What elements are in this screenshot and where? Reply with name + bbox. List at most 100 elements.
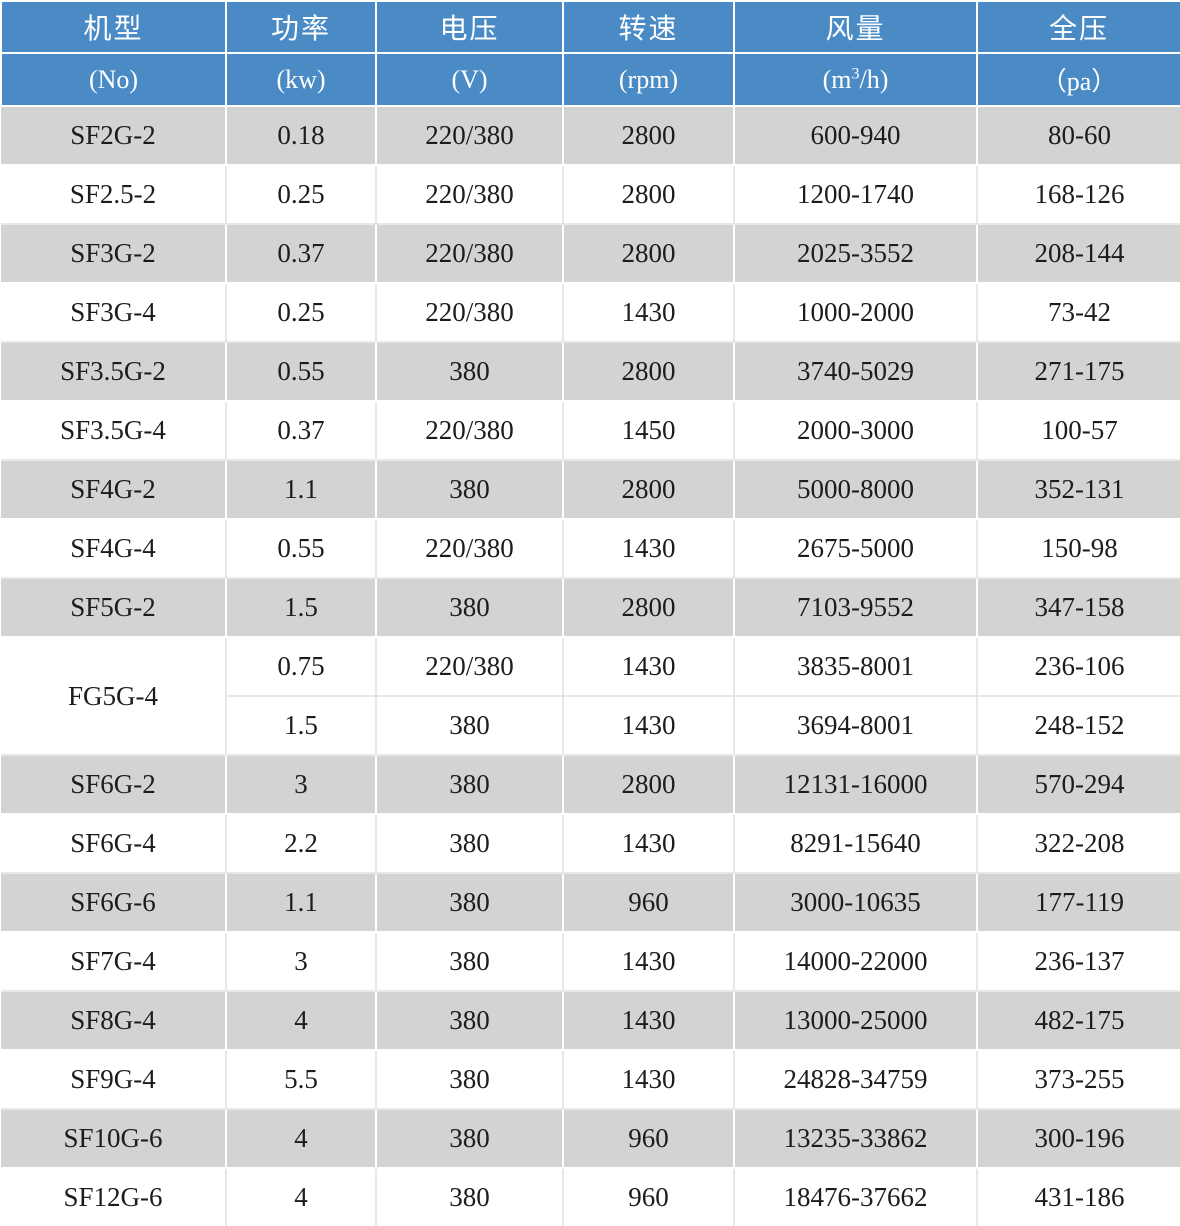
cell-model: SF5G-2	[1, 578, 227, 638]
cell-airflow: 14000-22000	[734, 932, 978, 992]
header-row-unit: (No) (kw) (V) (rpm) (m3/h) （pa）	[0, 52, 1180, 107]
cell-model: SF2G-2	[1, 106, 227, 166]
column-header-model: 机型	[0, 0, 227, 54]
cell-power: 1.1	[226, 873, 377, 933]
table-row: SF2G-2 0.18 220/380 2800 600-940 80-60	[1, 106, 1180, 166]
table-header: 机型 功率 电压 转速 风量 全压 (No) (kw) (V) (rpm) (m…	[0, 0, 1180, 107]
cell-voltage: 380	[376, 342, 564, 402]
cell-voltage: 220/380	[376, 165, 564, 225]
cell-model: SF2.5-2	[1, 165, 227, 225]
cell-pressure: 482-175	[977, 991, 1180, 1051]
table-row: FG5G-4 0.75 220/380 1430 3835-8001 236-106	[1, 637, 1180, 756]
cell-model: SF9G-4	[1, 1050, 227, 1110]
cell-pressure: 73-42	[977, 283, 1180, 343]
cell-airflow: 3835-8001	[734, 637, 978, 697]
cell-model: SF4G-4	[1, 519, 227, 579]
cell-airflow: 7103-9552	[734, 578, 978, 638]
cell-airflow: 1200-1740	[734, 165, 978, 225]
cell-voltage: 220/380	[376, 637, 564, 697]
cell-airflow: 3000-10635	[734, 873, 978, 933]
cell-speed: 1430	[563, 519, 735, 579]
cell-power: 1.1	[226, 460, 377, 520]
table-row: SF3G-4 0.25 220/380 1430 1000-2000 73-42	[1, 283, 1180, 343]
cell-power: 1.5	[226, 578, 377, 638]
cell-voltage: 380	[376, 991, 564, 1051]
column-unit-voltage: (V)	[375, 52, 564, 107]
cell-power: 4	[226, 1168, 377, 1226]
cell-model: SF3.5G-2	[1, 342, 227, 402]
cell-voltage: 380	[376, 696, 564, 756]
cell-pressure: 248-152	[977, 696, 1180, 756]
cell-pressure: 177-119	[977, 873, 1180, 933]
cell-power: 4	[226, 991, 377, 1051]
cell-voltage: 380	[376, 578, 564, 638]
cell-model: SF8G-4	[1, 991, 227, 1051]
cell-power: 0.55	[226, 342, 377, 402]
cell-power: 0.55	[226, 519, 377, 579]
cell-airflow: 1000-2000	[734, 283, 978, 343]
cell-power: 3	[226, 932, 377, 992]
cell-speed: 1430	[563, 283, 735, 343]
cell-pressure: 236-106	[977, 637, 1180, 697]
cell-model: SF10G-6	[1, 1109, 227, 1169]
table-row: SF2.5-2 0.25 220/380 2800 1200-1740 168-126	[1, 165, 1180, 225]
cell-airflow: 600-940	[734, 106, 978, 166]
cell-power: 0.25	[226, 283, 377, 343]
cell-speed: 1430	[563, 991, 735, 1051]
cell-voltage: 220/380	[376, 283, 564, 343]
cell-power: 0.37	[226, 401, 377, 461]
column-header-airflow: 风量	[733, 0, 978, 54]
cell-model: SF3.5G-4	[1, 401, 227, 461]
cell-pressure: 80-60	[977, 106, 1180, 166]
column-unit-power: (kw)	[225, 52, 377, 107]
cell-speed: 2800	[563, 165, 735, 225]
airflow-unit-superscript: 3	[851, 64, 860, 82]
cell-voltage: 380	[376, 873, 564, 933]
cell-pressure: 236-137	[977, 932, 1180, 992]
cell-power: 0.75	[226, 637, 377, 697]
cell-speed: 1430	[563, 637, 735, 697]
cell-power: 0.18	[226, 106, 377, 166]
cell-power: 0.37	[226, 224, 377, 284]
cell-airflow: 13235-33862	[734, 1109, 978, 1169]
cell-model: SF6G-2	[1, 755, 227, 815]
table-row: SF6G-4 2.2 380 1430 8291-15640 322-208	[1, 814, 1180, 874]
cell-speed: 1430	[563, 932, 735, 992]
cell-voltage: 380	[376, 814, 564, 874]
cell-speed: 2800	[563, 224, 735, 284]
cell-speed: 1430	[563, 696, 735, 756]
cell-voltage: 380	[376, 460, 564, 520]
cell-power: 0.25	[226, 165, 377, 225]
cell-speed: 960	[563, 1109, 735, 1169]
cell-power: 1.5	[226, 696, 377, 756]
table-row: SF3G-2 0.37 220/380 2800 2025-3552 208-144	[1, 224, 1180, 284]
cell-model: SF3G-2	[1, 224, 227, 284]
cell-voltage: 380	[376, 1050, 564, 1110]
cell-airflow: 3740-5029	[734, 342, 978, 402]
cell-speed: 2800	[563, 578, 735, 638]
cell-voltage: 220/380	[376, 224, 564, 284]
table-row: SF3.5G-4 0.37 220/380 1450 2000-3000 100-57	[1, 401, 1180, 461]
cell-speed: 2800	[563, 106, 735, 166]
cell-airflow: 2025-3552	[734, 224, 978, 284]
column-header-power: 功率	[225, 0, 377, 54]
cell-power: 4	[226, 1109, 377, 1169]
cell-airflow: 8291-15640	[734, 814, 978, 874]
cell-pressure: 570-294	[977, 755, 1180, 815]
cell-voltage: 380	[376, 755, 564, 815]
cell-airflow: 12131-16000	[734, 755, 978, 815]
cell-airflow: 2675-5000	[734, 519, 978, 579]
cell-speed: 960	[563, 1168, 735, 1226]
cell-power: 3	[226, 755, 377, 815]
table-row: SF8G-4 4 380 1430 13000-25000 482-175	[1, 991, 1180, 1051]
cell-pressure: 150-98	[977, 519, 1180, 579]
column-unit-model: (No)	[0, 52, 227, 107]
cell-speed: 2800	[563, 460, 735, 520]
cell-voltage: 220/380	[376, 106, 564, 166]
cell-voltage: 220/380	[376, 401, 564, 461]
cell-pressure: 431-186	[977, 1168, 1180, 1226]
cell-pressure: 100-57	[977, 401, 1180, 461]
table-row: SF12G-6 4 380 960 18476-37662 431-186	[1, 1168, 1180, 1226]
cell-speed: 2800	[563, 342, 735, 402]
